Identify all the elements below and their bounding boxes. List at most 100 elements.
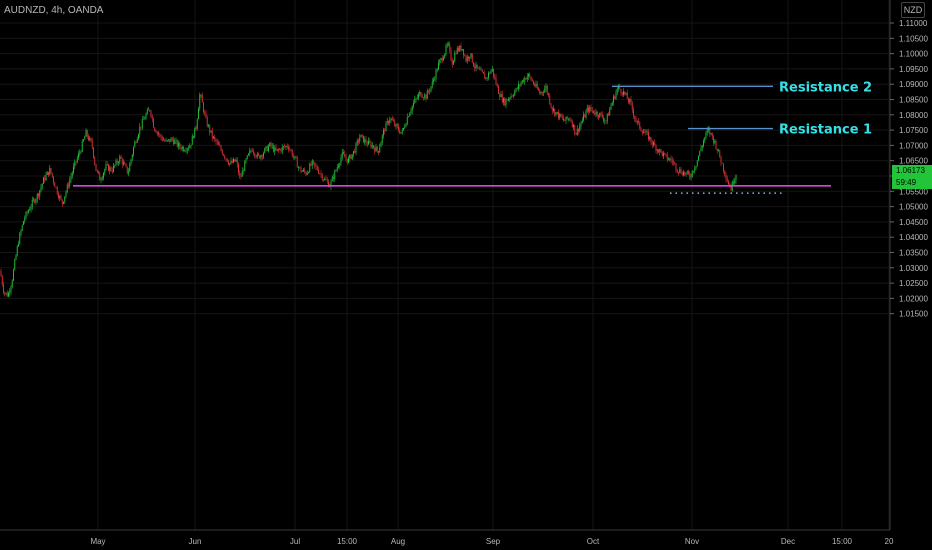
candle-body: [164, 140, 166, 142]
candle-body: [35, 199, 37, 203]
candle-body: [0, 270, 2, 277]
candle-body: [219, 144, 221, 147]
candle-body: [473, 62, 474, 67]
candle-body: [144, 118, 146, 120]
candle-body: [83, 139, 84, 142]
candle-body: [533, 81, 534, 85]
candle-body: [10, 286, 12, 292]
candle-body: [378, 150, 379, 153]
candle-body: [558, 111, 559, 118]
candle-body: [358, 140, 359, 142]
candle-body: [495, 77, 497, 85]
candle-body: [303, 169, 304, 172]
candle-body: [419, 91, 421, 95]
candle-body: [650, 137, 652, 143]
candle-body: [630, 99, 632, 104]
candle-body: [535, 83, 537, 87]
candle-body: [23, 221, 24, 225]
candle-body: [703, 140, 704, 147]
candle-body: [329, 186, 331, 188]
candle-body: [6, 292, 8, 297]
price-axis[interactable]: 1.11000 1.10500 1.10000 1.09500 1.09000 1.085…: [889, 0, 928, 530]
candle-body: [289, 149, 291, 150]
candle-body: [555, 112, 557, 115]
candle-body: [540, 92, 542, 94]
candle-body: [20, 230, 22, 234]
candle-body: [101, 177, 103, 180]
candle-body: [274, 147, 276, 152]
candle-body: [174, 140, 176, 145]
candle-body: [700, 148, 702, 151]
x-tick-label: 15:00: [337, 537, 358, 546]
candle-body: [344, 154, 346, 158]
candle-body: [664, 153, 666, 154]
candle-body: [225, 157, 227, 159]
candle-body: [384, 129, 386, 132]
candle-body: [593, 110, 594, 114]
candle-body: [339, 163, 341, 166]
candle-body: [369, 140, 371, 143]
candle-body: [464, 55, 466, 56]
candle-body: [556, 111, 558, 113]
time-axis[interactable]: May Jun Jul 15:00 Aug Sep Oct Nov Dec 15:00 20: [0, 529, 894, 546]
candle-body: [299, 167, 301, 168]
candle-body: [308, 172, 309, 173]
candle-body: [668, 159, 669, 161]
candle-body: [715, 140, 717, 149]
candle-body: [114, 165, 116, 166]
candle-body: [585, 111, 587, 118]
candle-body: [88, 136, 89, 141]
x-tick-label: 20: [885, 537, 894, 546]
candle-body: [469, 56, 471, 59]
candle-body: [640, 128, 642, 131]
candle-body: [618, 85, 619, 89]
candle-body: [335, 170, 337, 171]
candle-body: [691, 170, 693, 177]
candle-body: [625, 93, 627, 95]
candle-body: [215, 139, 217, 142]
candle-body: [323, 179, 324, 181]
candle-body: [189, 146, 191, 148]
candle-body: [61, 199, 63, 204]
candle-body: [616, 88, 618, 93]
candle-body: [74, 161, 76, 167]
candle-body: [730, 186, 732, 191]
y-tick-label: 1.08000: [899, 111, 928, 120]
candle-body: [129, 164, 131, 172]
candle-body: [309, 164, 311, 173]
candle-body: [380, 142, 382, 148]
candle-body: [179, 142, 181, 147]
candle-body: [343, 151, 344, 155]
candle-body: [291, 150, 293, 157]
candle-body: [620, 89, 622, 94]
candle-body: [545, 85, 547, 89]
candle-body: [466, 56, 468, 62]
candle-body: [275, 147, 277, 151]
candle-body: [334, 170, 336, 179]
candle-body: [213, 136, 214, 138]
candle-body: [446, 44, 448, 46]
candle-body: [104, 169, 106, 173]
candle-body: [716, 148, 718, 151]
candle-body: [444, 53, 446, 58]
candle-body: [484, 73, 486, 79]
candle-body: [311, 160, 313, 166]
candle-body: [155, 130, 157, 133]
candle-body: [353, 150, 354, 155]
candle-body: [383, 129, 384, 136]
candle-body: [614, 96, 616, 99]
candle-body: [699, 150, 701, 157]
candle-body: [624, 91, 626, 95]
candle-body: [689, 173, 691, 178]
currency-badge[interactable]: NZD: [901, 2, 925, 18]
candle-body: [649, 137, 651, 140]
symbol-header[interactable]: AUDNZD, 4h, OANDA: [4, 5, 104, 16]
candle-body: [216, 141, 218, 143]
candle-body: [425, 94, 427, 99]
candle-body: [461, 48, 463, 51]
candle-body: [523, 80, 524, 82]
candle-body: [674, 162, 676, 164]
candle-body: [340, 157, 342, 164]
candle-body: [476, 64, 478, 68]
